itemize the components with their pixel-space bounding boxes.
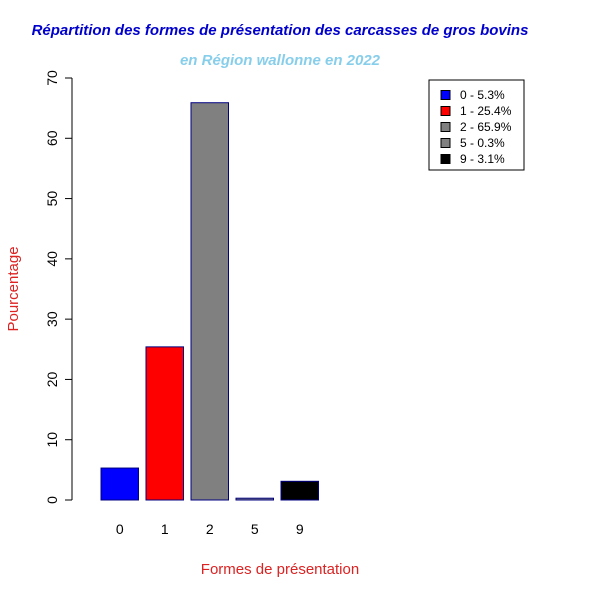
y-tick-label: 10 xyxy=(44,432,60,448)
legend: 0 - 5.3% 1 - 25.4% 2 - 65.9% 5 - 0.3% 9 - 3.… xyxy=(428,79,525,171)
bar-9 xyxy=(280,480,319,501)
x-tick-label: 2 xyxy=(206,521,214,537)
legend-entry: 0 - 5.3% xyxy=(460,88,505,102)
legend-swatch xyxy=(440,122,451,132)
legend-entry: 9 - 3.1% xyxy=(460,152,505,166)
x-tick-label: 9 xyxy=(296,521,304,537)
legend-entry: 5 - 0.3% xyxy=(460,136,505,150)
y-tick-label: 50 xyxy=(44,191,60,207)
legend-swatch xyxy=(440,90,451,100)
y-tick-label: 70 xyxy=(44,70,60,86)
y-tick-label: 60 xyxy=(44,130,60,146)
chart-title: Répartition des formes de présentation d… xyxy=(32,22,529,39)
bar-2 xyxy=(190,102,229,501)
y-axis: 0 10 20 30 40 50 60 70 xyxy=(44,70,73,504)
bars xyxy=(100,102,319,501)
legend-swatch xyxy=(440,106,451,116)
legend-swatch xyxy=(440,154,451,164)
x-tick-label: 5 xyxy=(251,521,259,537)
bar-0 xyxy=(100,467,139,501)
x-axis-label: Formes de présentation xyxy=(201,561,359,578)
bar-5 xyxy=(235,497,274,501)
legend-entry: 2 - 65.9% xyxy=(460,120,512,134)
x-tick-labels: 0 1 2 5 9 xyxy=(116,521,304,537)
x-tick-label: 1 xyxy=(161,521,169,537)
y-tick-label: 20 xyxy=(44,371,60,387)
x-tick-label: 0 xyxy=(116,521,124,537)
legend-entry: 1 - 25.4% xyxy=(460,104,512,118)
y-tick-label: 30 xyxy=(44,311,60,327)
bar-1 xyxy=(145,346,184,501)
y-axis-label: Pourcentage xyxy=(5,246,22,331)
y-tick-label: 0 xyxy=(44,496,60,504)
legend-swatch xyxy=(440,138,451,148)
y-tick-label: 40 xyxy=(44,251,60,267)
chart-subtitle: en Région wallonne en 2022 xyxy=(180,52,381,69)
